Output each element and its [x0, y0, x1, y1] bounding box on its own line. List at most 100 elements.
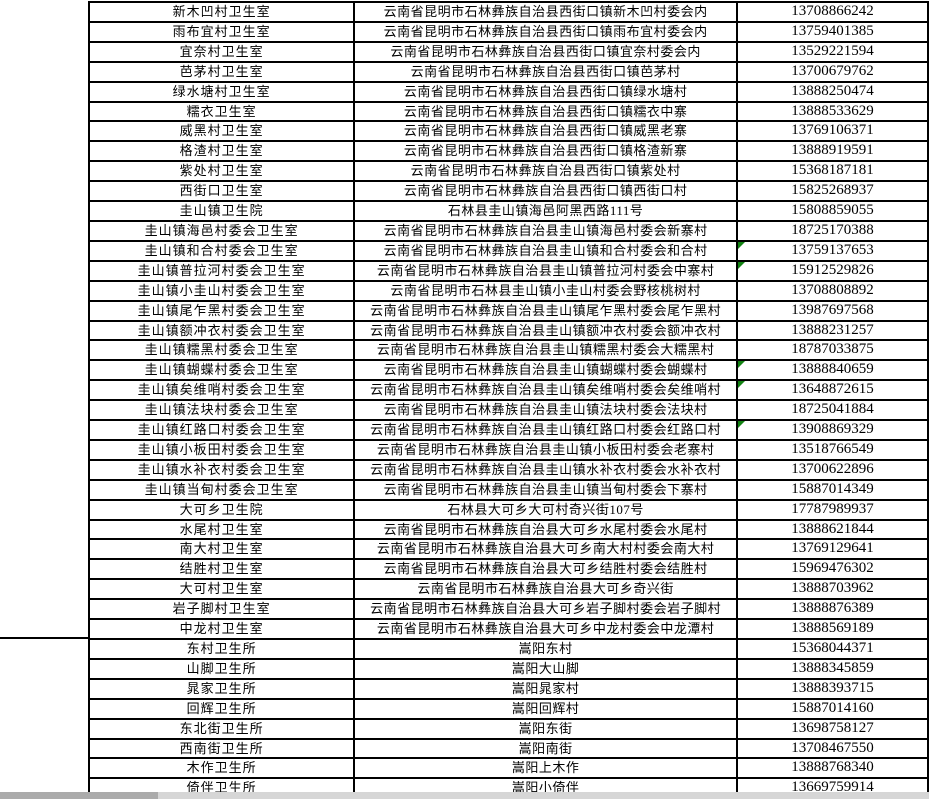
cell-address[interactable]: 云南省昆明市石林彝族自治县大可乡南大村村委会南大村: [353, 538, 739, 561]
cell-clinic-name[interactable]: 东北街卫生所: [87, 717, 356, 740]
cell-clinic-name[interactable]: 圭山镇小板田村委会卫生室: [87, 438, 356, 461]
margin-cell-upper[interactable]: [0, 0, 88, 637]
scrollbar-thumb[interactable]: [0, 792, 158, 799]
cell-address[interactable]: 云南省昆明市石林彝族自治县圭山镇矣维哨村委会矣维哨村: [353, 379, 739, 402]
cell-address[interactable]: 云南省昆明市石林彝族自治县大可乡水尾村委会水尾村: [353, 518, 739, 541]
horizontal-scrollbar[interactable]: [0, 792, 929, 799]
cell-phone[interactable]: 15969476302: [736, 558, 929, 581]
cell-address[interactable]: 石林县大可乡大可村奇兴街107号: [353, 498, 739, 521]
cell-phone[interactable]: 13708866242: [736, 1, 929, 23]
cell-address[interactable]: 嵩阳东村: [353, 638, 739, 660]
cell-phone[interactable]: 18725170388: [736, 219, 929, 242]
cell-clinic-name[interactable]: 绿水塘村卫生室: [87, 80, 356, 103]
cell-phone[interactable]: 13888768340: [736, 757, 929, 780]
cell-clinic-name[interactable]: 圭山镇和合村委会卫生室: [87, 239, 356, 262]
cell-phone[interactable]: 13888231257: [736, 319, 929, 342]
cell-address[interactable]: 云南省昆明市石林县圭山镇小圭山村委会野核桃树村: [353, 279, 739, 302]
cell-phone[interactable]: 15368044371: [736, 638, 929, 660]
cell-address[interactable]: 云南省昆明市石林彝族自治县圭山镇红路口村委会红路口村: [353, 419, 739, 441]
cell-address[interactable]: 云南省昆明市石林彝族自治县圭山镇水补衣村委会水补衣村: [353, 458, 739, 481]
cell-clinic-name[interactable]: 大可乡卫生院: [87, 498, 356, 521]
cell-clinic-name[interactable]: 西南街卫生所: [87, 737, 356, 760]
cell-clinic-name[interactable]: 圭山镇普拉河村委会卫生室: [87, 259, 356, 282]
cell-phone[interactable]: 13888250474: [736, 80, 929, 103]
cell-address[interactable]: 云南省昆明市石林彝族自治县圭山镇普拉河村委会中寨村: [353, 259, 739, 282]
cell-address[interactable]: 云南省昆明市石林彝族自治县西街口镇格渣新寨: [353, 140, 739, 163]
cell-clinic-name[interactable]: 圭山镇矣维哨村委会卫生室: [87, 379, 356, 402]
cell-address[interactable]: 嵩阳晁家村: [353, 677, 739, 700]
cell-clinic-name[interactable]: 圭山镇水补衣村委会卫生室: [87, 458, 356, 481]
cell-address[interactable]: 云南省昆明市石林彝族自治县圭山镇海邑村委会新寨村: [353, 219, 739, 242]
cell-address[interactable]: 云南省昆明市石林彝族自治县圭山镇和合村委会和合村: [353, 239, 739, 262]
cell-clinic-name[interactable]: 新木凹村卫生室: [87, 1, 356, 23]
cell-address[interactable]: 云南省昆明市石林彝族自治县圭山镇糯黑村委会大糯黑村: [353, 339, 739, 362]
cell-address[interactable]: 嵩阳南街: [353, 737, 739, 760]
cell-phone[interactable]: 18725041884: [736, 399, 929, 422]
cell-address[interactable]: 云南省昆明市石林彝族自治县西街口镇宜奈村委会内: [353, 40, 739, 63]
cell-address[interactable]: 云南省昆明市石林彝族自治县西街口镇雨布宜村委会内: [353, 20, 739, 43]
cell-phone[interactable]: 13888569189: [736, 618, 929, 640]
cell-clinic-name[interactable]: 紫处村卫生室: [87, 160, 356, 183]
cell-clinic-name[interactable]: 芭茅村卫生室: [87, 60, 356, 83]
cell-clinic-name[interactable]: 圭山镇法块村委会卫生室: [87, 399, 356, 422]
cell-phone[interactable]: 15887014349: [736, 478, 929, 501]
cell-phone[interactable]: 13708467550: [736, 737, 929, 760]
cell-clinic-name[interactable]: 结胜村卫生室: [87, 558, 356, 581]
cell-address[interactable]: 云南省昆明市石林彝族自治县圭山镇法块村委会法块村: [353, 399, 739, 422]
cell-phone[interactable]: 13698758127: [736, 717, 929, 740]
cell-phone[interactable]: 13888919591: [736, 140, 929, 163]
cell-phone[interactable]: 13888533629: [736, 100, 929, 123]
cell-clinic-name[interactable]: 宜奈村卫生室: [87, 40, 356, 63]
cell-phone[interactable]: 13769129641: [736, 538, 929, 561]
cell-clinic-name[interactable]: 大可村卫生室: [87, 578, 356, 601]
cell-address[interactable]: 云南省昆明市石林彝族自治县西街口镇芭茅村: [353, 60, 739, 83]
cell-clinic-name[interactable]: 木作卫生所: [87, 757, 356, 780]
cell-phone[interactable]: 17787989937: [736, 498, 929, 521]
cell-address[interactable]: 云南省昆明市石林彝族自治县圭山镇蝴蝶村委会蝴蝶村: [353, 359, 739, 382]
cell-clinic-name[interactable]: 水尾村卫生室: [87, 518, 356, 541]
cell-phone[interactable]: 13888393715: [736, 677, 929, 700]
cell-phone[interactable]: 13700679762: [736, 60, 929, 83]
cell-clinic-name[interactable]: 西街口卫生室: [87, 180, 356, 203]
cell-phone[interactable]: 13888876389: [736, 598, 929, 621]
cell-clinic-name[interactable]: 东村卫生所: [87, 638, 356, 660]
cell-clinic-name[interactable]: 岩子脚村卫生室: [87, 598, 356, 621]
cell-clinic-name[interactable]: 格渣村卫生室: [87, 140, 356, 163]
cell-phone[interactable]: 13529221594: [736, 40, 929, 63]
cell-address[interactable]: 嵩阳回辉村: [353, 697, 739, 720]
cell-phone[interactable]: 15912529826: [736, 259, 929, 282]
cell-clinic-name[interactable]: 圭山镇海邑村委会卫生室: [87, 219, 356, 242]
cell-address[interactable]: 嵩阳大山脚: [353, 657, 739, 680]
cell-clinic-name[interactable]: 圭山镇糯黑村委会卫生室: [87, 339, 356, 362]
cell-address[interactable]: 云南省昆明市石林彝族自治县圭山镇当甸村委会下寨村: [353, 478, 739, 501]
cell-address[interactable]: 嵩阳东街: [353, 717, 739, 740]
cell-phone[interactable]: 13908869329: [736, 419, 929, 441]
cell-phone[interactable]: 13888345859: [736, 657, 929, 680]
cell-clinic-name[interactable]: 晁家卫生所: [87, 677, 356, 700]
cell-address[interactable]: 云南省昆明市石林彝族自治县圭山镇额冲衣村委会额冲衣村: [353, 319, 739, 342]
cell-address[interactable]: 云南省昆明市石林彝族自治县西街口镇糯衣中寨: [353, 100, 739, 123]
cell-address[interactable]: 石林县圭山镇海邑阿黑西路111号: [353, 200, 739, 222]
margin-cell-lower[interactable]: [0, 639, 88, 792]
cell-clinic-name[interactable]: 圭山镇当甸村委会卫生室: [87, 478, 356, 501]
cell-clinic-name[interactable]: 山脚卫生所: [87, 657, 356, 680]
cell-address[interactable]: 云南省昆明市石林彝族自治县西街口镇西街口村: [353, 180, 739, 203]
cell-clinic-name[interactable]: 糯衣卫生室: [87, 100, 356, 123]
cell-phone[interactable]: 13987697568: [736, 299, 929, 322]
cell-phone[interactable]: 13648872615: [736, 379, 929, 402]
cell-address[interactable]: 云南省昆明市石林彝族自治县大可乡奇兴街: [353, 578, 739, 601]
cell-phone[interactable]: 13700622896: [736, 458, 929, 481]
cell-address[interactable]: 嵩阳上木作: [353, 757, 739, 780]
cell-clinic-name[interactable]: 中龙村卫生室: [87, 618, 356, 640]
cell-clinic-name[interactable]: 圭山镇蝴蝶村委会卫生室: [87, 359, 356, 382]
cell-address[interactable]: 云南省昆明市石林彝族自治县大可乡结胜村委会结胜村: [353, 558, 739, 581]
cell-address[interactable]: 云南省昆明市石林彝族自治县西街口镇紫处村: [353, 160, 739, 183]
cell-phone[interactable]: 15368187181: [736, 160, 929, 183]
cell-address[interactable]: 云南省昆明市石林彝族自治县大可乡中龙村委会中龙潭村: [353, 618, 739, 640]
cell-phone[interactable]: 13769106371: [736, 120, 929, 143]
cell-phone[interactable]: 13759137653: [736, 239, 929, 262]
cell-phone[interactable]: 13708808892: [736, 279, 929, 302]
cell-phone[interactable]: 15887014160: [736, 697, 929, 720]
cell-clinic-name[interactable]: 回辉卫生所: [87, 697, 356, 720]
cell-address[interactable]: 云南省昆明市石林彝族自治县西街口镇绿水塘村: [353, 80, 739, 103]
